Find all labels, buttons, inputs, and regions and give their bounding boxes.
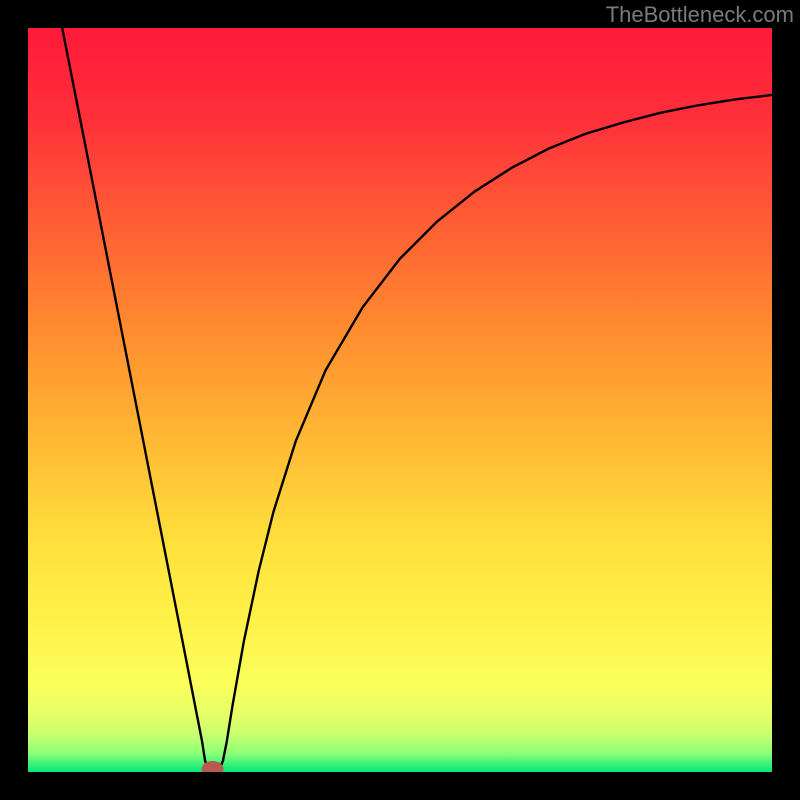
border-right <box>772 0 800 800</box>
watermark-text: TheBottleneck.com <box>606 2 794 28</box>
bottleneck-chart <box>0 0 800 800</box>
border-left <box>0 0 28 800</box>
chart-container: TheBottleneck.com <box>0 0 800 800</box>
gradient-background <box>28 28 772 772</box>
border-bottom <box>0 772 800 800</box>
